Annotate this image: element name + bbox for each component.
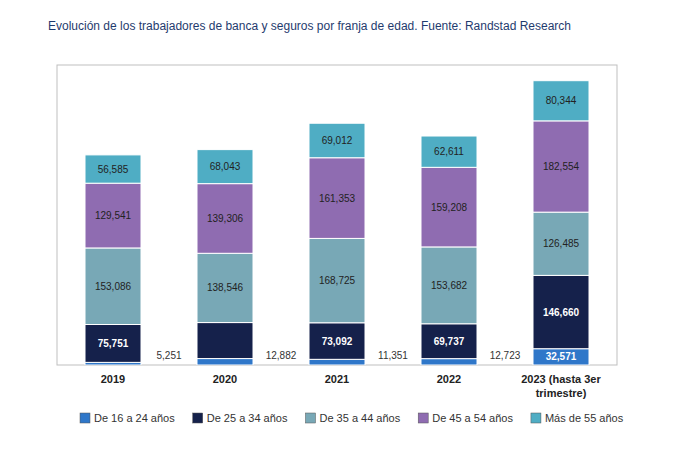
bar-segment [421, 136, 477, 167]
legend-swatch [80, 413, 90, 423]
data-label: 139,306 [207, 213, 244, 224]
bar-segment [421, 324, 477, 359]
data-label: 126,485 [543, 238, 580, 249]
bar-segment [85, 155, 141, 183]
bar-segment [197, 184, 253, 254]
data-label: 56,585 [98, 164, 129, 175]
data-label: 5,251 [156, 350, 181, 361]
bar-segment [533, 349, 589, 365]
title: Evolución de los trabajadores de banca y… [48, 19, 571, 33]
legend-label: Más de 55 años [545, 412, 624, 424]
bar-segment [421, 247, 477, 324]
legend-swatch [305, 413, 315, 423]
legend-label: De 45 a 54 años [432, 412, 513, 424]
data-label: 69,012 [322, 135, 353, 146]
legend-label: De 16 a 24 años [94, 412, 175, 424]
data-label: 73,092 [322, 336, 353, 347]
data-label: 161,353 [319, 193, 356, 204]
bar-segment [421, 167, 477, 247]
chart: Evolución de los trabajadores de banca y… [0, 0, 690, 450]
bar-segment [309, 323, 365, 360]
bar-segment [197, 359, 253, 365]
legend: De 16 a 24 años De 25 a 34 años De 35 a 44… [80, 412, 624, 424]
legend-label: De 35 a 44 años [319, 412, 400, 424]
legend-swatch [193, 413, 203, 423]
data-label: 62,611 [434, 146, 464, 157]
bars [85, 81, 589, 365]
bar-segment [533, 212, 589, 275]
category-label: 2023 (hasta 3ertrimestre) [521, 373, 601, 399]
data-label: 146,660 [543, 307, 580, 318]
data-label: 32,571 [546, 351, 577, 362]
category-label: 2021 [325, 373, 349, 385]
bar-segment [533, 275, 589, 348]
bar-segment [309, 158, 365, 239]
data-label: 159,208 [431, 202, 468, 213]
bar-segment [85, 324, 141, 362]
data-label: 11,351 [378, 350, 408, 361]
plot-frame [57, 65, 617, 365]
bar-segment [533, 121, 589, 212]
legend-label: De 25 a 34 años [207, 412, 288, 424]
data-label: 68,043 [210, 161, 241, 172]
data-label: 129,541 [95, 210, 132, 221]
category-label: 2019 [101, 373, 125, 385]
data-label: 80,344 [546, 95, 577, 106]
data-label: 153,086 [95, 281, 132, 292]
bar-segment [309, 238, 365, 322]
data-label: 69,737 [434, 336, 465, 347]
bar-segment [197, 323, 253, 359]
data-label: 153,682 [431, 280, 468, 291]
data-label: 12,723 [490, 350, 521, 361]
bar-segment [197, 253, 253, 322]
data-label: 75,751 [98, 338, 129, 349]
bar-segment [421, 359, 477, 365]
data-labels: 5,251 75,751 153,086 129,541 56,585 12,882 138… [95, 95, 580, 362]
bar-segment [85, 183, 141, 248]
legend-swatch [531, 413, 541, 423]
bar-segment [533, 81, 589, 121]
data-label: 138,546 [207, 282, 244, 293]
bar-segment [85, 248, 141, 325]
category-label: 2022 [437, 373, 461, 385]
bar-segment [309, 359, 365, 365]
category-label: 2020 [213, 373, 237, 385]
bar-segment [197, 150, 253, 184]
legend-swatch [418, 413, 428, 423]
data-label: 168,725 [319, 275, 356, 286]
data-label: 182,554 [543, 161, 580, 172]
bar-segment [309, 123, 365, 158]
data-label: 12,882 [266, 350, 297, 361]
